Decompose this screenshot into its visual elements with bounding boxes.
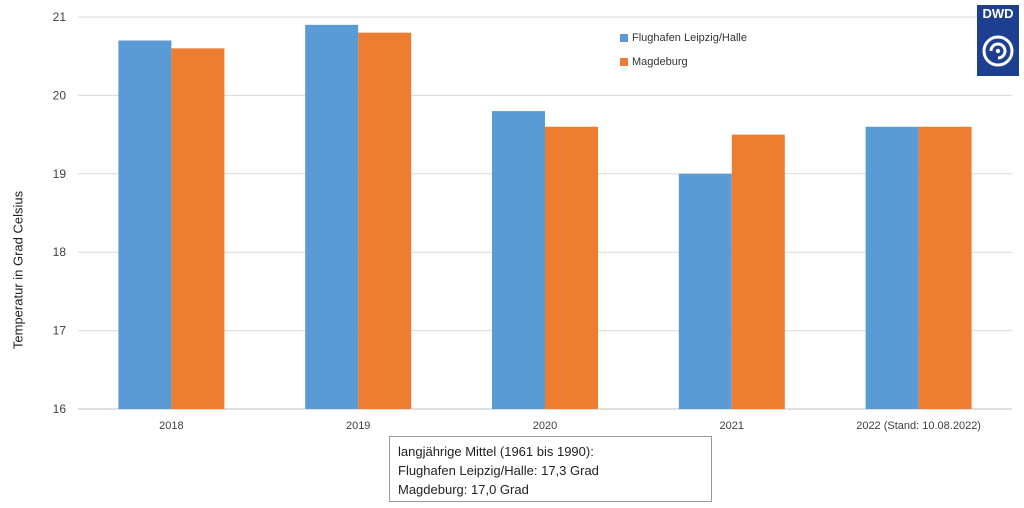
bar-magdeburg-3 [731, 134, 785, 409]
y-tick-label: 16 [53, 402, 67, 416]
legend-swatch-magdeburg [620, 58, 628, 66]
y-tick-label: 17 [53, 324, 67, 338]
legend-label-magdeburg: Magdeburg [632, 56, 688, 68]
long-term-mean-note: langjährige Mittel (1961 bis 1990): Flug… [389, 436, 712, 502]
note-line-2: Flughafen Leipzig/Halle: 17,3 Grad [398, 463, 599, 478]
legend-swatch-leipzig [620, 34, 628, 42]
y-axis-label: Temperatur in Grad Celsius [10, 190, 26, 350]
y-tick-label: 20 [53, 88, 67, 102]
y-tick-label: 18 [53, 245, 67, 259]
spiral-icon [982, 35, 1014, 67]
bar-magdeburg-1 [358, 32, 412, 410]
bars [118, 24, 972, 410]
logo-text: DWD [982, 6, 1014, 21]
bar-magdeburg-2 [545, 126, 598, 409]
x-tick-label: 2020 [533, 420, 557, 432]
legend-item-leipzig: Flughafen Leipzig/Halle [620, 26, 747, 50]
bar-leipzig-4 [865, 126, 919, 409]
y-tick-labels: 16 17 18 19 20 21 [53, 10, 67, 416]
note-line-3: Magdeburg: 17,0 Grad [398, 482, 529, 497]
bar-leipzig-3 [678, 173, 732, 409]
bar-leipzig-1 [305, 24, 359, 410]
x-tick-label: 2021 [720, 420, 744, 432]
bar-leipzig-2 [492, 111, 545, 409]
legend-item-magdeburg: Magdeburg [620, 50, 747, 74]
x-tick-labels: 2018 2019 2020 2021 2022 (Stand: 10.08.2022) [159, 420, 981, 432]
legend: Flughafen Leipzig/Halle Magdeburg [620, 26, 747, 74]
bar-magdeburg-4 [918, 126, 972, 409]
legend-label-leipzig: Flughafen Leipzig/Halle [632, 32, 747, 44]
y-tick-label: 21 [53, 10, 67, 24]
note-line-1: langjährige Mittel (1961 bis 1990): [398, 444, 594, 459]
bar-leipzig-0 [118, 40, 172, 410]
bar-magdeburg-0 [171, 48, 225, 410]
dwd-logo: DWD [977, 5, 1019, 76]
y-tick-label: 19 [53, 167, 67, 181]
x-tick-label: 2018 [159, 420, 183, 432]
x-tick-label: 2022 (Stand: 10.08.2022) [856, 420, 981, 432]
x-tick-label: 2019 [346, 420, 370, 432]
